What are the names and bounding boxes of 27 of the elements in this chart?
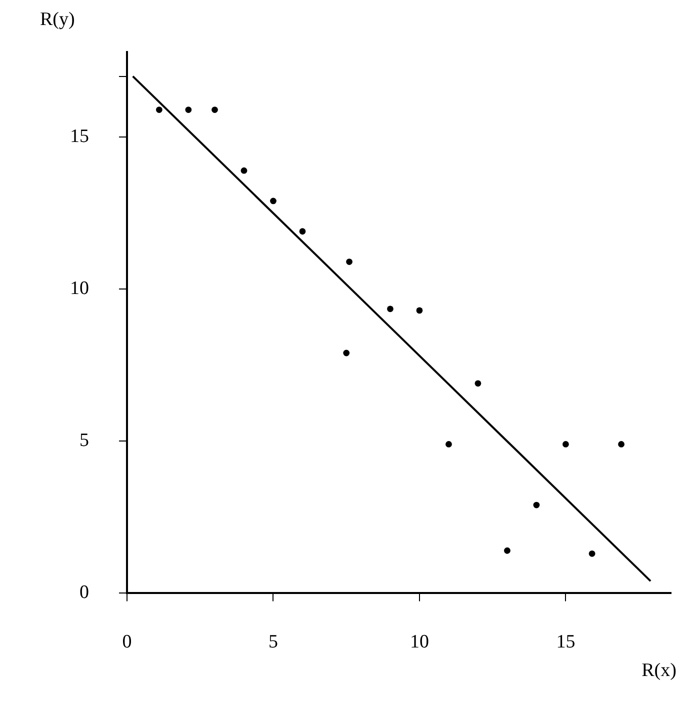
point xyxy=(446,441,452,448)
point xyxy=(618,441,624,448)
y-axis-title: R(y) xyxy=(40,8,75,30)
x-tick-label: 10 xyxy=(410,632,429,653)
x-tick-label: 0 xyxy=(122,632,132,653)
point xyxy=(240,167,248,174)
point xyxy=(270,198,276,204)
point xyxy=(299,228,306,235)
point xyxy=(343,350,350,356)
point xyxy=(562,441,569,448)
y-tick-label: 5 xyxy=(80,430,89,452)
point xyxy=(416,307,423,314)
point xyxy=(212,106,218,113)
point xyxy=(185,106,192,113)
x-tick-label: 5 xyxy=(268,632,278,653)
point xyxy=(156,106,162,113)
point xyxy=(474,380,482,387)
y-tick-label: 10 xyxy=(70,278,89,300)
point xyxy=(346,258,352,265)
point xyxy=(387,306,394,312)
x-axis-title: R(x) xyxy=(642,660,676,681)
point xyxy=(504,547,510,554)
point xyxy=(533,502,540,508)
x-tick-label: 15 xyxy=(556,632,576,653)
y-tick-label: 15 xyxy=(70,126,89,148)
point xyxy=(588,550,596,557)
y-tick-label: 0 xyxy=(80,582,89,604)
